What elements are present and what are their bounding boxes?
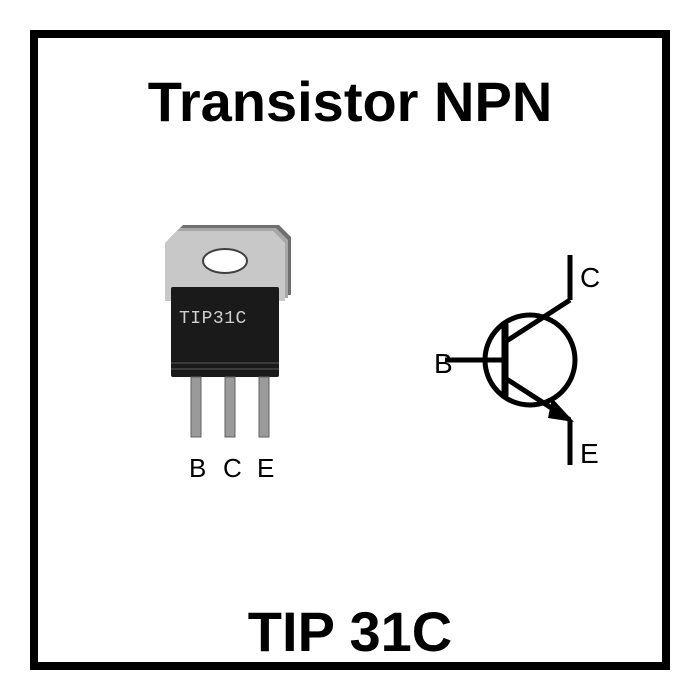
symbol-label-base: B xyxy=(434,348,453,380)
part-number-label: TIP 31C xyxy=(0,599,700,664)
page-title: Transistor NPN xyxy=(0,69,700,134)
symbol-label-collector: C xyxy=(580,262,600,294)
symbol-label-emitter: E xyxy=(580,438,599,470)
package-pin-base xyxy=(191,377,201,437)
pin-label-emitter: E xyxy=(257,453,274,484)
package-pin-emitter xyxy=(259,377,269,437)
npn-schematic-symbol: B C E xyxy=(440,270,640,515)
pin-label-base: B xyxy=(189,453,206,484)
package-pin-collector xyxy=(225,377,235,437)
transistor-package-to220: TIP31C B C E xyxy=(165,225,305,490)
package-marking: TIP31C xyxy=(179,309,247,329)
pin-label-collector: C xyxy=(223,453,242,484)
